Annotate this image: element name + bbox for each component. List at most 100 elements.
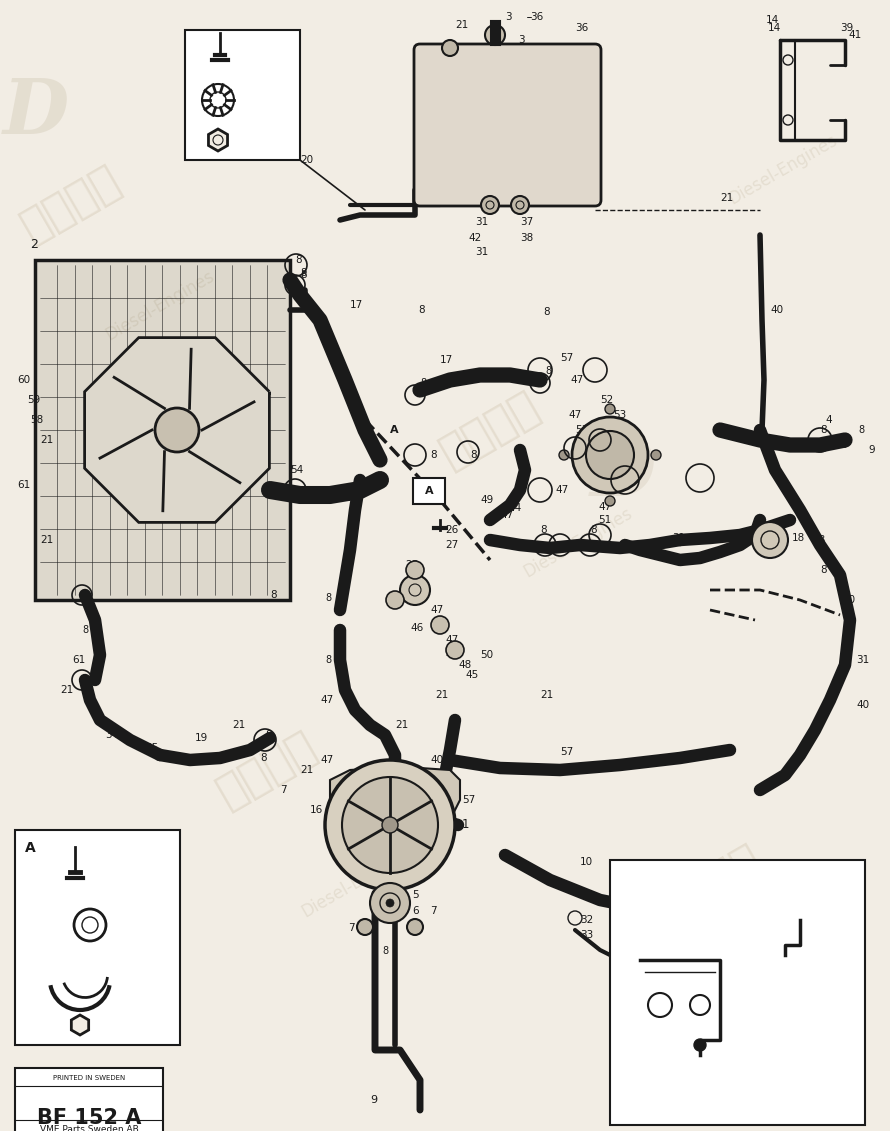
Text: 8: 8: [840, 440, 846, 450]
Circle shape: [651, 450, 661, 460]
Circle shape: [586, 431, 634, 480]
Text: 47: 47: [570, 375, 583, 385]
Text: 30: 30: [842, 595, 855, 605]
Text: 29: 29: [390, 595, 403, 605]
Text: 36: 36: [530, 12, 543, 21]
Text: 8: 8: [295, 254, 302, 265]
Text: 58: 58: [30, 415, 44, 425]
Text: 9: 9: [370, 1095, 377, 1105]
Text: 27: 27: [445, 539, 458, 550]
Text: 1: 1: [462, 819, 470, 831]
Text: 48: 48: [458, 661, 471, 670]
Text: 56: 56: [580, 455, 594, 465]
Text: 8: 8: [325, 593, 331, 603]
Circle shape: [605, 497, 615, 506]
Text: 42: 42: [468, 233, 481, 243]
Text: 57: 57: [560, 353, 573, 363]
Text: 3: 3: [518, 35, 524, 45]
Text: 32: 32: [580, 915, 594, 925]
Text: D: D: [590, 438, 656, 512]
Circle shape: [511, 196, 529, 214]
Circle shape: [386, 899, 394, 907]
Text: 47: 47: [320, 696, 333, 705]
Circle shape: [446, 641, 464, 659]
Text: 39: 39: [840, 23, 854, 33]
Text: 8: 8: [270, 590, 277, 601]
Text: 40: 40: [770, 305, 783, 316]
Text: 35: 35: [145, 743, 158, 753]
Text: 14: 14: [600, 470, 613, 480]
Text: 52: 52: [600, 395, 613, 405]
Text: 7: 7: [348, 923, 354, 933]
Text: 21: 21: [40, 535, 53, 545]
Text: 47: 47: [430, 605, 443, 615]
FancyBboxPatch shape: [414, 44, 601, 206]
Text: 51: 51: [575, 425, 588, 435]
Polygon shape: [330, 768, 460, 872]
Text: 36: 36: [575, 23, 588, 33]
Bar: [610, 860, 865, 1125]
Text: 8: 8: [418, 305, 425, 316]
Text: 14: 14: [766, 15, 780, 25]
Text: 59: 59: [27, 395, 40, 405]
Text: BF 152 A: BF 152 A: [36, 1108, 142, 1128]
Text: D: D: [3, 76, 69, 150]
Text: 22: 22: [238, 95, 251, 105]
Bar: [15, 1068, 163, 1131]
Text: 65: 65: [108, 979, 121, 990]
Text: 60: 60: [17, 375, 30, 385]
Text: 8: 8: [818, 535, 824, 545]
Text: 23: 23: [238, 135, 251, 145]
Text: 9: 9: [868, 444, 875, 455]
Text: 8: 8: [545, 366, 551, 375]
Text: 2: 2: [30, 239, 38, 251]
Text: Diesel-Engines: Diesel-Engines: [521, 504, 636, 581]
Text: 17: 17: [440, 355, 453, 365]
Circle shape: [400, 575, 430, 605]
Text: A: A: [425, 486, 433, 497]
Text: 8: 8: [260, 753, 267, 763]
Text: Diesel-Engines: Diesel-Engines: [725, 131, 841, 208]
Text: 47: 47: [500, 510, 514, 520]
FancyBboxPatch shape: [413, 478, 445, 504]
Text: 17: 17: [350, 300, 363, 310]
Text: 50: 50: [480, 650, 493, 661]
Text: 45: 45: [465, 670, 478, 680]
Text: 13: 13: [710, 890, 724, 900]
Text: 8: 8: [82, 625, 88, 634]
Text: 8: 8: [300, 270, 307, 280]
Circle shape: [485, 25, 505, 45]
Text: 33: 33: [580, 930, 594, 940]
Text: 44: 44: [508, 503, 522, 513]
Polygon shape: [85, 338, 270, 523]
Text: 11: 11: [635, 1035, 648, 1045]
Text: 21: 21: [435, 690, 449, 700]
Text: 15: 15: [340, 493, 353, 503]
Text: 57: 57: [560, 746, 573, 757]
Text: 49: 49: [480, 495, 493, 506]
Bar: [35, 260, 290, 601]
Text: 41: 41: [848, 31, 862, 40]
Circle shape: [431, 616, 449, 634]
Text: 8: 8: [820, 425, 827, 435]
Text: 47: 47: [320, 756, 333, 765]
Text: 21: 21: [540, 690, 554, 700]
Text: 20: 20: [300, 155, 313, 165]
Text: Diesel-Engines: Diesel-Engines: [102, 267, 218, 344]
Text: 34: 34: [105, 729, 118, 740]
Text: 55: 55: [96, 1020, 109, 1030]
Text: 53: 53: [613, 411, 627, 420]
Text: 8: 8: [543, 307, 550, 317]
Text: 21: 21: [355, 800, 368, 810]
Text: 26: 26: [445, 525, 458, 535]
Text: 38: 38: [520, 233, 533, 243]
Text: 47: 47: [445, 634, 458, 645]
Text: 8: 8: [325, 655, 331, 665]
Text: VME Parts Sweden AB: VME Parts Sweden AB: [40, 1125, 138, 1131]
Polygon shape: [208, 129, 228, 152]
Bar: [15, 830, 180, 1045]
Text: 14: 14: [715, 1035, 728, 1045]
Circle shape: [325, 760, 455, 890]
Text: 16: 16: [310, 805, 323, 815]
Text: D: D: [697, 958, 763, 1033]
